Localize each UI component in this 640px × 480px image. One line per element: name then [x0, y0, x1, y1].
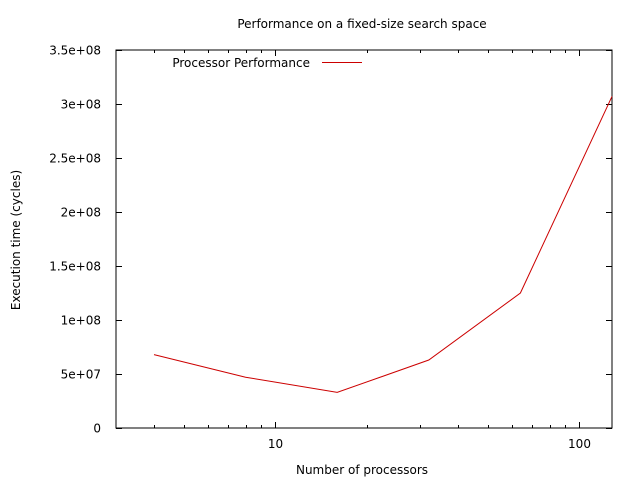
x-tick-label: 10	[268, 437, 283, 451]
chart-title: Performance on a fixed-size search space	[237, 17, 486, 31]
legend-label: Processor Performance	[172, 56, 310, 70]
legend: Processor Performance	[172, 56, 362, 70]
y-tick-label: 3.5e+08	[49, 44, 101, 58]
x-axis-label: Number of processors	[296, 463, 428, 477]
series-line	[153, 96, 613, 393]
y-tick-label: 0	[93, 422, 101, 436]
axes	[115, 49, 613, 429]
x-tick-label: 100	[568, 437, 591, 451]
y-tick-label: 2e+08	[61, 206, 101, 220]
plot-frame	[115, 49, 613, 429]
y-axis-label: Execution time (cycles)	[9, 170, 23, 310]
y-tick-label: 5e+07	[61, 368, 101, 382]
series-layer	[153, 96, 613, 393]
y-tick-label: 2.5e+08	[49, 152, 101, 166]
y-tick-label: 1e+08	[61, 314, 101, 328]
y-tick-label: 1.5e+08	[49, 260, 101, 274]
ticks: 0 5e+07 1e+08 1.5e+08 2e+08 2.5e+08 3e+08 3.5e+…	[49, 44, 612, 451]
y-tick-label: 3e+08	[61, 98, 101, 112]
